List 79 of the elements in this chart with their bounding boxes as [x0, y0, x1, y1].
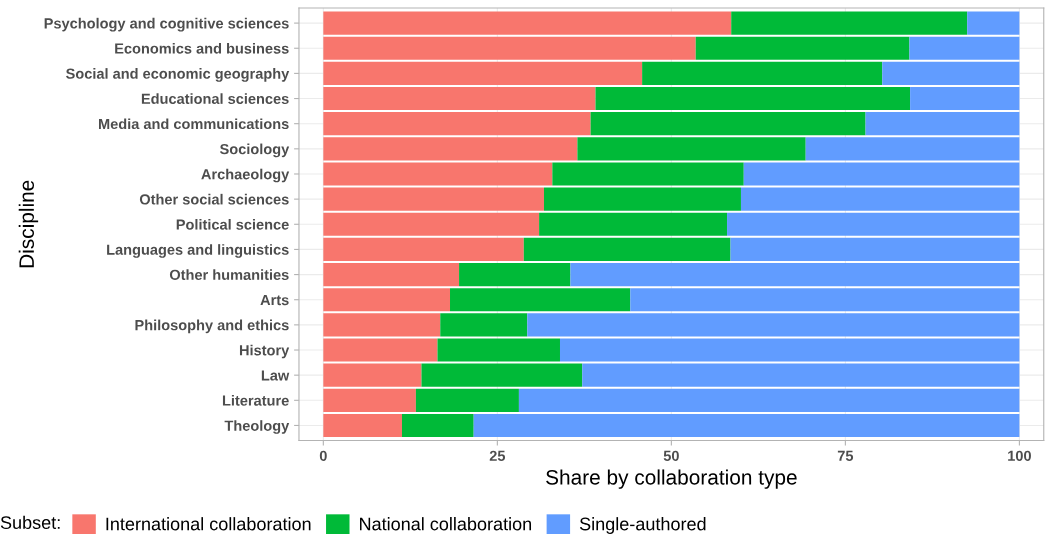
- y-tick-label: Political science: [176, 219, 289, 230]
- bar: [805, 137, 1020, 161]
- y-tick-label: Literature: [222, 395, 289, 406]
- bar: [440, 313, 528, 337]
- bar: [909, 36, 1020, 60]
- bar: [323, 162, 553, 186]
- bar: [323, 388, 416, 412]
- bar: [642, 61, 883, 85]
- bar: [323, 112, 591, 136]
- bar: [421, 363, 583, 387]
- y-tick-label: Languages and linguistics: [107, 244, 289, 258]
- y-tick-label: Other social sciences: [139, 193, 289, 205]
- bar: [323, 288, 451, 312]
- bar: [518, 388, 1020, 412]
- bar: [323, 187, 544, 211]
- bar: [570, 263, 1020, 287]
- bar: [865, 112, 1020, 136]
- y-tick-label: Archaeology: [201, 168, 290, 183]
- bar: [323, 61, 643, 85]
- bar: [695, 36, 910, 60]
- bar: [523, 237, 731, 261]
- y-tick-label: Other humanities: [169, 269, 289, 280]
- bar: [323, 338, 438, 362]
- bar: [401, 413, 474, 438]
- bar: [527, 313, 1020, 337]
- y-tick-label: Sociology: [219, 143, 290, 158]
- y-tick-label: Theology: [224, 420, 290, 434]
- bar: [323, 36, 696, 60]
- legend-title: Subset:: [0, 515, 60, 530]
- y-tick-label: Psychology and cognitive sciences: [44, 17, 289, 32]
- bar: [967, 11, 1020, 35]
- y-tick-label: History: [239, 344, 290, 359]
- x-axis-title: Share by collaboration type: [546, 469, 797, 489]
- bar: [415, 388, 519, 412]
- bar: [323, 86, 596, 111]
- y-axis-title: Discipline: [18, 180, 39, 268]
- bar: [910, 86, 1020, 111]
- y-tick-label: Economics and business: [115, 42, 289, 54]
- bar: [323, 212, 540, 236]
- bar: [559, 338, 1020, 362]
- bar: [323, 413, 402, 438]
- bar: [543, 187, 741, 211]
- bar: [882, 61, 1020, 85]
- bar: [590, 112, 866, 136]
- bar: [595, 86, 911, 111]
- y-tick-label: Law: [261, 370, 290, 381]
- bar: [743, 162, 1020, 186]
- y-tick-label: Philosophy and ethics: [135, 319, 289, 334]
- bar: [323, 363, 422, 387]
- x-tick-label: 25: [489, 450, 506, 461]
- bar: [731, 11, 968, 35]
- y-tick-label: Arts: [260, 294, 289, 306]
- y-tick-label: Social and economic geography: [66, 68, 290, 82]
- bar: [323, 137, 578, 161]
- bar: [473, 413, 1020, 438]
- bar: [459, 263, 571, 287]
- legend-label: Single-authored: [579, 517, 706, 534]
- bar: [577, 137, 806, 161]
- bar: [539, 212, 728, 236]
- x-tick-label: 50: [663, 450, 679, 461]
- x-tick-label: 100: [1008, 450, 1031, 461]
- bar: [740, 187, 1020, 211]
- bar: [437, 338, 560, 362]
- legend-label: National collaboration: [360, 517, 532, 531]
- bar: [552, 162, 744, 186]
- bar: [582, 363, 1020, 387]
- legend-label: International collaboration: [106, 517, 311, 531]
- bar: [323, 263, 460, 287]
- bar: [727, 212, 1020, 236]
- x-tick-label: 0: [319, 450, 327, 461]
- y-tick-label: Educational sciences: [141, 93, 289, 104]
- bar: [323, 313, 441, 337]
- bar: [630, 288, 1020, 312]
- bar: [730, 237, 1020, 261]
- bar: [450, 288, 631, 312]
- bar: [323, 11, 732, 35]
- bar: [323, 237, 524, 261]
- y-tick-label: Media and communications: [99, 118, 289, 130]
- x-tick-label: 75: [837, 450, 854, 461]
